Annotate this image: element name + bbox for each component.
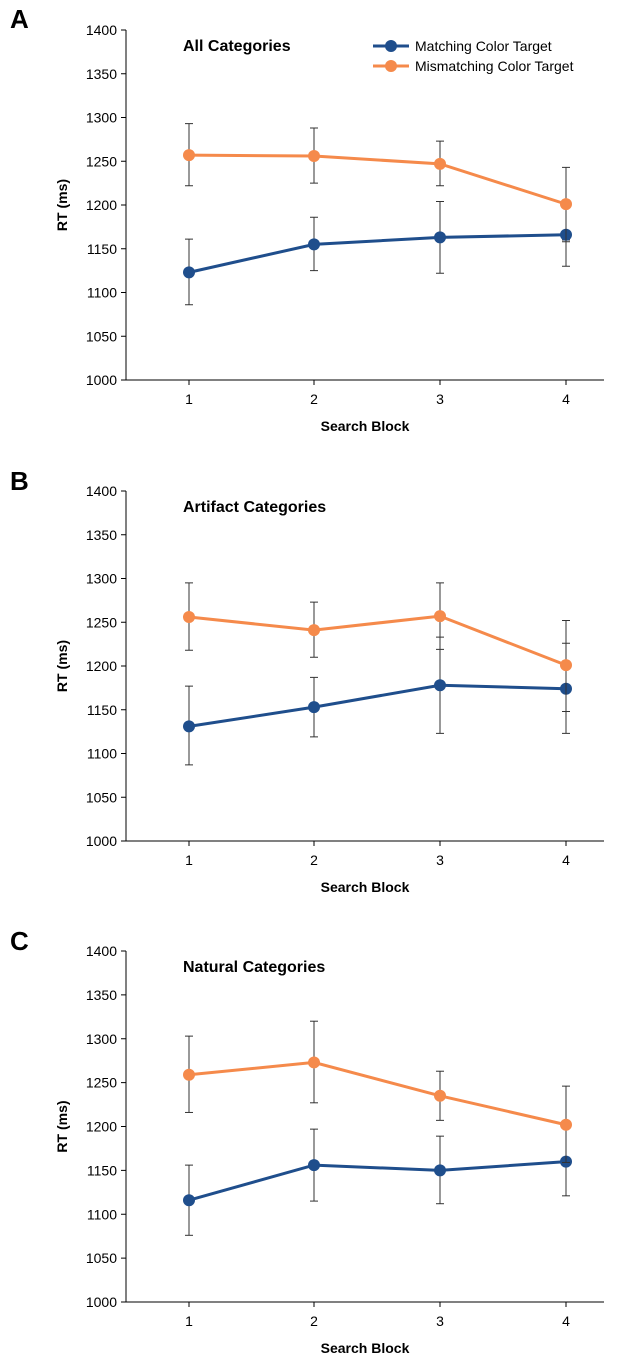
chart-panel-b: B 1000 1050 1100 1150 1200 1250 1300 1350 1400 1 2 3… [10, 466, 604, 895]
data-point [434, 157, 446, 170]
data-point [434, 231, 446, 244]
data-point [308, 701, 320, 714]
series-matching [183, 1126, 572, 1236]
series-line [188, 614, 567, 667]
y-axis-title: RT (ms) [54, 179, 70, 231]
y-tick-label: 1400 [86, 483, 117, 499]
y-tick-label: 1150 [87, 702, 117, 718]
error-bar [562, 239, 570, 267]
series-line [188, 233, 567, 274]
data-point [308, 624, 320, 637]
series-matching [183, 201, 572, 306]
y-tick-label: 1400 [86, 943, 117, 959]
y-tick-label: 1150 [87, 1162, 117, 1178]
x-axis-title: Search Block [321, 1340, 410, 1356]
y-tick-label: 1050 [86, 789, 117, 805]
data-point [434, 610, 446, 623]
y-tick-label: 1350 [86, 987, 117, 1003]
x-tick-label: 1 [185, 1313, 193, 1329]
x-tick-label: 2 [310, 391, 318, 407]
y-tick-label: 1250 [86, 614, 117, 630]
legend-item: Matching Color Target [373, 38, 552, 54]
data-point [308, 150, 320, 162]
x-tick-label: 3 [436, 1313, 444, 1329]
x-tick-label: 4 [562, 852, 570, 868]
data-point [560, 198, 572, 211]
x-tick-label: 2 [310, 852, 318, 868]
y-tick-label: 1050 [86, 328, 117, 344]
legend: Matching Color Target Mismatching Color T… [373, 38, 574, 74]
chart-title: Natural Categories [183, 959, 325, 976]
legend-label: Matching Color Target [415, 38, 552, 54]
series-line [188, 1060, 567, 1127]
y-tick-label: 1350 [86, 527, 117, 543]
data-point [560, 659, 572, 672]
y-tick-label: 1050 [86, 1250, 117, 1266]
x-tick-label: 4 [562, 391, 570, 407]
legend-swatch-marker [385, 60, 397, 72]
data-point [434, 1089, 446, 1102]
data-point [434, 679, 446, 692]
data-point [183, 149, 195, 162]
data-point [183, 266, 195, 279]
y-tick-label: 1200 [86, 1119, 117, 1135]
y-tick-label: 1000 [86, 372, 117, 388]
x-axis-title: Search Block [321, 418, 410, 434]
series-mismatching [183, 582, 572, 712]
data-point [434, 1164, 446, 1177]
y-tick-label: 1100 [87, 1206, 117, 1222]
y-tick-label: 1000 [86, 1294, 117, 1310]
y-tick-label: 1200 [86, 658, 117, 674]
panel-letter: C [10, 926, 29, 956]
data-point [308, 1056, 320, 1069]
chart-title: All Categories [183, 38, 291, 55]
y-tick-label: 1150 [87, 241, 117, 257]
data-point [183, 1068, 195, 1081]
x-axis-title: Search Block [321, 879, 410, 895]
x-tick-label: 1 [185, 391, 193, 407]
panel-letter: A [10, 4, 29, 34]
chart-title: Artifact Categories [183, 499, 326, 516]
series-line [188, 1160, 567, 1202]
x-tick-label: 2 [310, 1313, 318, 1329]
y-tick-label: 1350 [86, 66, 117, 82]
series-line [188, 683, 567, 728]
y-tick-label: 1250 [86, 1075, 117, 1091]
y-tick-label: 1250 [86, 153, 117, 169]
data-point [560, 1118, 572, 1131]
panel-letter: B [10, 466, 29, 496]
legend-item: Mismatching Color Target [373, 58, 574, 74]
x-tick-label: 3 [436, 852, 444, 868]
y-tick-label: 1300 [86, 110, 117, 126]
data-point [183, 720, 195, 733]
y-tick-label: 1300 [86, 1031, 117, 1047]
y-tick-label: 1000 [86, 833, 117, 849]
data-point [183, 611, 195, 623]
y-axis-title: RT (ms) [54, 1100, 70, 1152]
y-tick-label: 1100 [87, 746, 117, 762]
series-mismatching [183, 1020, 572, 1163]
data-point [183, 1194, 195, 1207]
chart-panel-c: C 1000 1050 1100 1150 1200 1250 1300 1350 1400 1 2 3… [10, 926, 604, 1356]
y-tick-label: 1300 [86, 571, 117, 587]
data-point [308, 1159, 320, 1172]
data-point [308, 238, 320, 251]
x-tick-label: 3 [436, 391, 444, 407]
y-axis-title: RT (ms) [54, 640, 70, 692]
x-tick-label: 1 [185, 852, 193, 868]
y-tick-label: 1100 [87, 285, 117, 301]
y-tick-label: 1400 [86, 22, 117, 38]
legend-swatch-marker [385, 40, 397, 52]
series-line [188, 153, 567, 206]
legend-label: Mismatching Color Target [415, 58, 574, 74]
y-tick-label: 1200 [86, 197, 117, 213]
series-mismatching [183, 123, 572, 243]
x-tick-label: 4 [562, 1313, 570, 1329]
chart-panel-a: A 1000 1050 1100 1150 1200 1250 1300 1350 1400 1 2 3… [10, 4, 604, 434]
series-matching [183, 636, 572, 766]
